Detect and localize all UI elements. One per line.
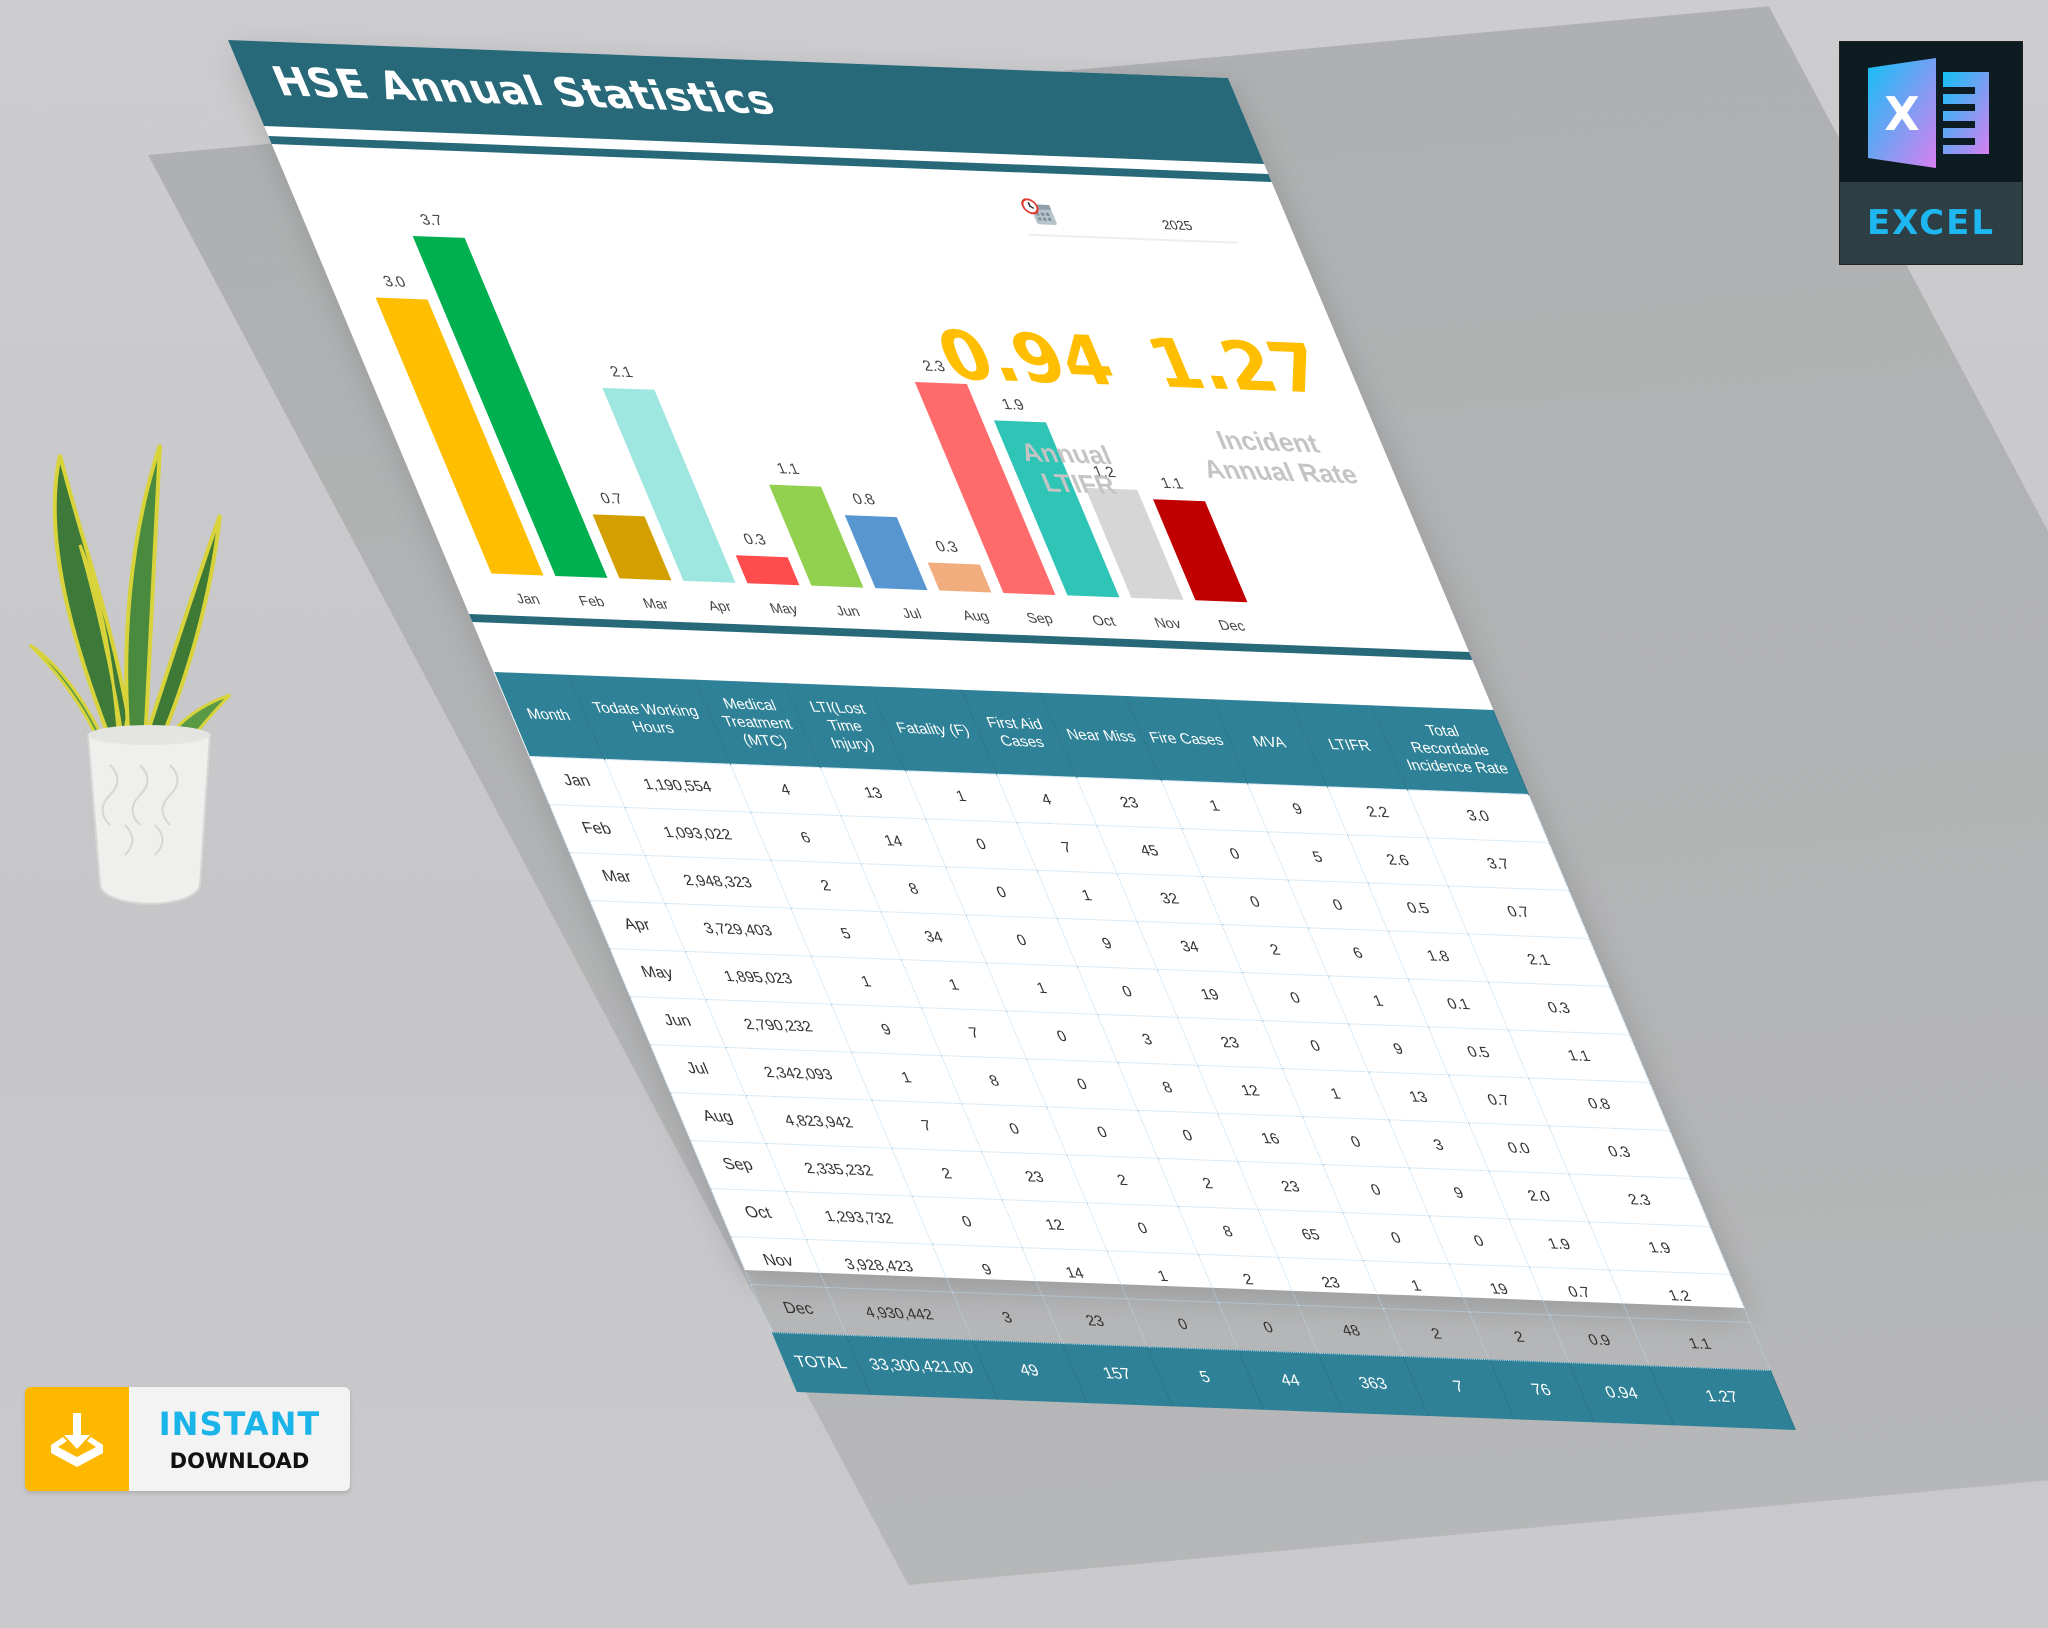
x-axis-label: Jul [899, 604, 924, 622]
table-cell[interactable]: 2,335,232 [765, 1142, 912, 1196]
table-cell[interactable]: 1.1 [1508, 1029, 1650, 1082]
table-cell[interactable]: 1,190,554 [604, 758, 751, 812]
table-cell[interactable]: 1.1 [1629, 1317, 1771, 1370]
excel-label: EXCEL [1866, 203, 1996, 243]
statistics-table: Month Todate Working Hours Medical Treatme… [493, 672, 1796, 1430]
x-axis-label: Mar [640, 594, 671, 612]
download-tray-icon [51, 1413, 103, 1467]
excel-badge: X EXCEL [1839, 41, 2023, 265]
bar-value-label: 3.0 [380, 273, 409, 292]
x-axis-label: Feb [576, 592, 607, 610]
page-title: HSE Annual Statistics [265, 59, 782, 125]
kpi-value: 0.94 [925, 316, 1127, 402]
excel-icon: X [1868, 58, 1989, 168]
table-cell[interactable]: 2.1 [1468, 933, 1609, 986]
kpi-label: Incident Annual Rate [1146, 422, 1401, 491]
year-selector[interactable]: 2025 [1010, 193, 1239, 244]
x-axis-label: Oct [1089, 611, 1118, 629]
calendar-clock-icon [1021, 198, 1057, 225]
bar-value-label: 0.7 [597, 489, 626, 508]
table-cell[interactable]: 1,293,732 [785, 1190, 932, 1244]
table-cell[interactable]: 2,790,232 [705, 998, 851, 1052]
table-cell[interactable]: 2,948,323 [644, 854, 791, 908]
table-cell[interactable]: 3,729,403 [664, 902, 811, 956]
x-axis-label: Apr [705, 597, 734, 615]
x-axis-label: Sep [1023, 609, 1056, 627]
table-cell[interactable]: 3.7 [1427, 837, 1569, 890]
bar-value-label: 0.3 [932, 538, 961, 557]
x-axis-label: Dec [1215, 616, 1248, 634]
table-cell[interactable]: 0.3 [1488, 981, 1630, 1034]
x-axis-label: Jun [832, 602, 863, 620]
table-cell[interactable]: 1.9 [1589, 1221, 1730, 1274]
x-axis-label: Nov [1151, 614, 1184, 632]
kpi-value: 1.27 [1135, 324, 1337, 410]
bar [927, 562, 992, 593]
bar [735, 555, 800, 586]
bar-value-label: 0.8 [849, 490, 878, 508]
plant-decoration-icon [28, 444, 232, 905]
table-cell[interactable]: 2,342,093 [725, 1046, 872, 1100]
instant-download-button[interactable]: INSTANT DOWNLOAD [25, 1387, 350, 1491]
table-cell[interactable]: 4,930,442 [826, 1286, 972, 1340]
x-axis-label: Jan [512, 590, 543, 607]
table-cell[interactable]: 0.3 [1548, 1125, 1690, 1178]
download-line1: INSTANT [158, 1405, 321, 1443]
x-axis-label: May [766, 599, 801, 617]
x-axis-label: Aug [959, 607, 992, 625]
dashboard-sheet: HSE Annual Statistics 3.0 3.7 0.7 2.1 0.3 1.1… [228, 40, 1796, 1430]
bar-value-label: 3.7 [417, 211, 446, 230]
bar-value-label: 0.3 [740, 531, 769, 550]
chart-area: 3.0 3.7 0.7 2.1 0.3 1.1 0.8 0.3 2.3 1.9 1.2 1.1 Jan… [272, 144, 1469, 652]
table-cell[interactable]: 1.2 [1609, 1269, 1750, 1322]
table-cell[interactable]: 0.8 [1528, 1077, 1670, 1130]
table-cell[interactable]: 2.3 [1568, 1173, 1710, 1226]
table-cell[interactable]: 1,093,022 [624, 806, 771, 860]
download-line2: DOWNLOAD [169, 1449, 310, 1473]
bar-value-label: 2.1 [607, 363, 636, 382]
table-cell[interactable]: 0.7 [1447, 885, 1589, 938]
table-cell[interactable]: 3,928,423 [806, 1238, 952, 1292]
table-cell[interactable]: 1,895,023 [685, 950, 831, 1004]
table-cell[interactable]: 3.0 [1407, 789, 1549, 842]
year-value: 2025 [1159, 217, 1195, 234]
bar-value-label: 1.1 [774, 460, 803, 478]
kpi-label: Annual LTIFR [975, 435, 1170, 501]
table-cell[interactable]: 4,823,942 [745, 1094, 892, 1148]
svg-text:X: X [1884, 87, 1919, 141]
